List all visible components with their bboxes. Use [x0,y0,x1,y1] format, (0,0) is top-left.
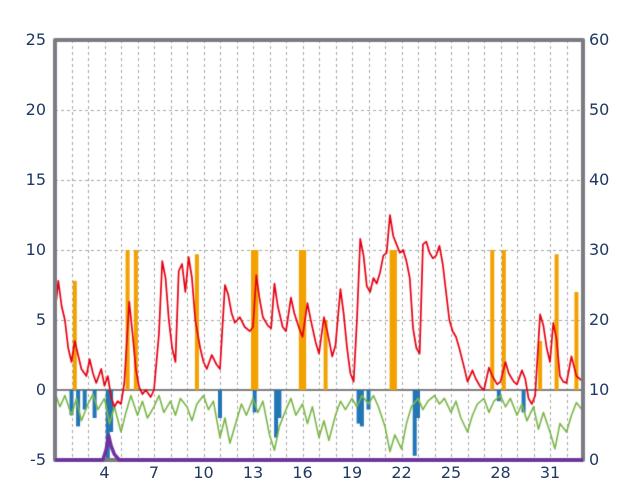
y-axis-right-tick: 30 [589,240,610,259]
x-axis-tick: 16 [292,463,313,482]
x-axis-tick: 25 [440,463,462,482]
x-axis-tick: 19 [341,463,363,482]
y-axis-left-tick: 10 [25,240,46,259]
x-axis-tick: 28 [490,463,511,482]
x-axis-tick: 13 [242,463,264,482]
y-axis-left-tick: 15 [25,170,46,189]
y-axis-left-tick: 5 [35,310,46,329]
y-axis-right-tick: 60 [589,30,610,49]
y-axis-right-tick: 40 [589,170,610,189]
x-axis-tick: 31 [539,463,561,482]
x-axis-tick: 4 [99,463,110,482]
y-axis-left-tick: 0 [35,380,46,399]
y-axis-right-tick: 0 [589,450,600,469]
y-axis-left-tick: 20 [25,100,46,119]
x-axis-tick: 10 [193,463,214,482]
y-axis-right-tick: 50 [589,100,610,119]
y-axis-left-tick: 25 [25,30,46,49]
x-axis-tick: 22 [391,463,412,482]
y-axis-right-tick: 10 [589,380,610,399]
y-axis-right-tick: 20 [589,310,610,329]
y-axis-left-tick: -5 [30,450,46,469]
x-axis-tick: 7 [148,463,160,482]
